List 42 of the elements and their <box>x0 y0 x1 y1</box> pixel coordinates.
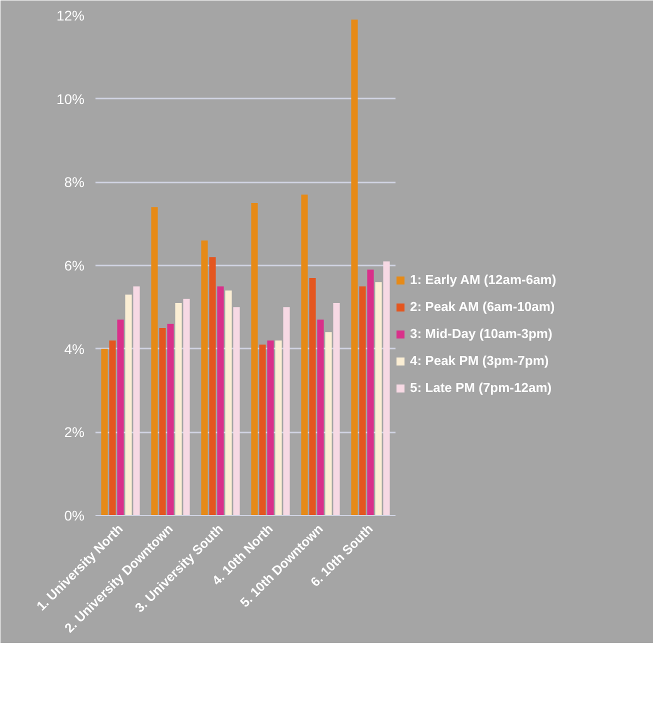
bar <box>233 307 240 516</box>
bar <box>275 340 282 516</box>
legend-label: 4: Peak PM (3pm-7pm) <box>410 353 549 368</box>
legend-label: 3: Mid-Day (10am-3pm) <box>410 326 552 341</box>
bar <box>359 286 366 516</box>
bar <box>101 348 108 516</box>
bar <box>259 344 266 516</box>
bar <box>383 261 390 516</box>
bar <box>109 340 116 516</box>
bar <box>317 320 324 516</box>
bar <box>125 294 132 516</box>
bar <box>217 286 224 516</box>
bar <box>209 257 216 516</box>
bar <box>175 303 182 516</box>
bar <box>375 282 382 516</box>
y-tick-label: 12% <box>56 8 85 24</box>
y-tick-label: 4% <box>64 340 84 357</box>
bar <box>333 303 340 516</box>
bar <box>283 307 290 516</box>
y-tick-label: 2% <box>64 424 84 440</box>
bar <box>117 320 124 516</box>
bar <box>159 328 166 516</box>
bar <box>201 240 208 516</box>
bar <box>151 207 158 516</box>
bar <box>309 278 316 516</box>
legend-label: 2: Peak AM (6am-10am) <box>410 299 555 314</box>
bar <box>301 194 308 516</box>
bar <box>133 286 140 516</box>
y-tick-label: 8% <box>64 174 84 190</box>
y-tick-label: 6% <box>64 258 84 274</box>
bar <box>267 340 274 516</box>
bar <box>351 20 358 516</box>
legend-label: 1: Early AM (12am-6am) <box>410 272 556 287</box>
bar <box>251 203 258 516</box>
bar <box>367 270 374 516</box>
y-tick-label: 10% <box>56 90 85 107</box>
bar <box>225 290 232 516</box>
bar <box>183 298 190 516</box>
bar <box>167 324 174 516</box>
bar <box>325 332 332 516</box>
legend-label: 5: Late PM (7pm-12am) <box>410 380 552 395</box>
y-tick-label: 0% <box>64 508 84 524</box>
